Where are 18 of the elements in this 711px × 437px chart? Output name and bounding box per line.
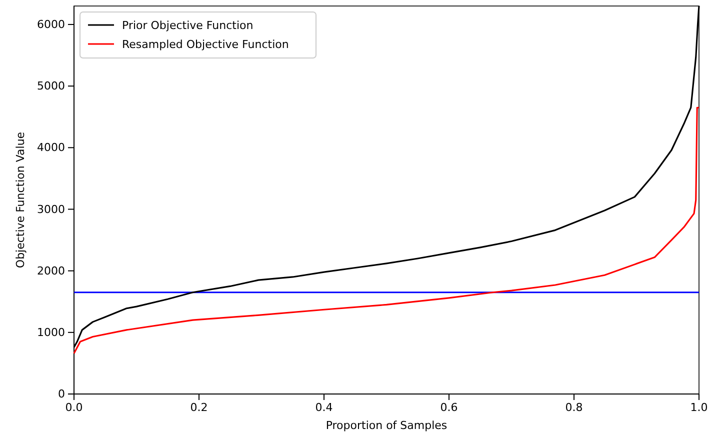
x-tick-label: 0.4 — [315, 400, 333, 414]
y-tick-label: 5000 — [37, 80, 65, 93]
y-tick-label: 0 — [58, 388, 65, 401]
line-series — [73, 106, 700, 354]
y-tick-label: 1000 — [37, 326, 65, 339]
legend-label: Prior Objective Function — [122, 19, 254, 32]
x-tick-label: 0.2 — [190, 400, 208, 414]
legend-label: Resampled Objective Function — [122, 38, 289, 51]
x-tick-label: 0.0 — [65, 400, 83, 414]
x-tick-label: 1.0 — [690, 400, 708, 414]
y-tick-label: 4000 — [37, 141, 65, 154]
x-axis-title: Proportion of Samples — [326, 419, 448, 432]
y-tick-label: 3000 — [37, 202, 65, 216]
x-tick-label: 0.8 — [565, 400, 583, 414]
y-tick-label: 2000 — [37, 264, 65, 278]
x-tick-label: 0.6 — [440, 400, 458, 414]
y-axis-title: Objective Function Value — [14, 132, 27, 268]
y-tick-label: 6000 — [37, 18, 65, 31]
